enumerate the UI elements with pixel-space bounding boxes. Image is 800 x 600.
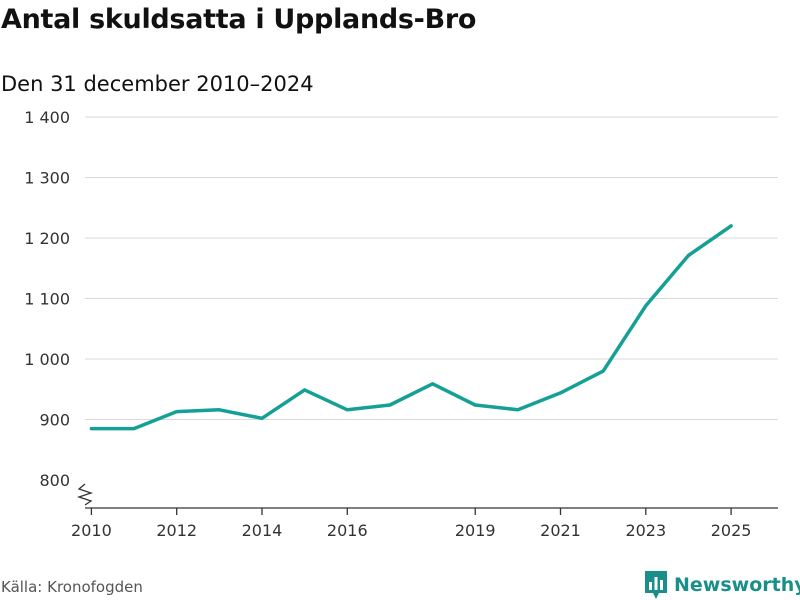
- series-line: [89, 224, 733, 431]
- axis-break-icon: [76, 483, 94, 506]
- y-axis-ticks: 800 900 1 000 1 100 1 200 1 300 1 400: [24, 108, 94, 506]
- x-axis: 2010 2012 2014 2016 2019 2021 2023 2025: [71, 507, 778, 540]
- data-point[interactable]: [259, 415, 265, 421]
- newsworthy-logo-icon: [645, 571, 667, 599]
- data-point[interactable]: [430, 381, 436, 387]
- x-tick-label: 2016: [327, 521, 368, 540]
- x-tick-label: 2021: [540, 521, 581, 540]
- data-point[interactable]: [728, 223, 734, 229]
- x-tick-label: 2023: [625, 521, 666, 540]
- chart-title: Antal skuldsatta i Upplands-Bro: [1, 4, 477, 35]
- x-tick-label: 2019: [455, 521, 496, 540]
- y-tick-label: 900: [39, 411, 70, 430]
- data-point[interactable]: [472, 402, 478, 408]
- y-tick-label: 1 200: [24, 229, 70, 248]
- source-note: Källa: Kronofogden: [1, 578, 143, 596]
- x-tick-label: 2010: [71, 521, 112, 540]
- x-tick-label: 2014: [242, 521, 283, 540]
- y-tick-label: 1 300: [24, 169, 70, 188]
- x-tick-label: 2025: [711, 521, 752, 540]
- x-tick-label: 2012: [156, 521, 197, 540]
- brand-name: Newsworthy: [674, 574, 800, 596]
- data-point[interactable]: [643, 303, 649, 309]
- data-point[interactable]: [387, 402, 393, 408]
- y-tick-label: 800: [39, 471, 70, 490]
- data-point[interactable]: [685, 253, 691, 259]
- data-point[interactable]: [216, 407, 222, 413]
- data-point[interactable]: [88, 426, 94, 432]
- brand-logo[interactable]: Newsworthy: [644, 570, 800, 600]
- line-chart: 800 900 1 000 1 100 1 200 1 300 1 400 2010 2012…: [24, 108, 778, 540]
- data-point[interactable]: [515, 407, 521, 413]
- gridlines: [85, 116, 778, 420]
- data-point[interactable]: [344, 407, 350, 413]
- data-point[interactable]: [558, 390, 564, 396]
- y-tick-label: 1 100: [24, 290, 70, 309]
- series-layer: [88, 223, 734, 432]
- data-point[interactable]: [131, 426, 137, 432]
- data-point[interactable]: [302, 387, 308, 393]
- data-point[interactable]: [174, 409, 180, 415]
- data-point[interactable]: [600, 368, 606, 374]
- y-tick-label: 1 000: [24, 350, 70, 369]
- chart-subtitle: Den 31 december 2010–2024: [1, 72, 314, 96]
- y-tick-label: 1 400: [24, 108, 70, 127]
